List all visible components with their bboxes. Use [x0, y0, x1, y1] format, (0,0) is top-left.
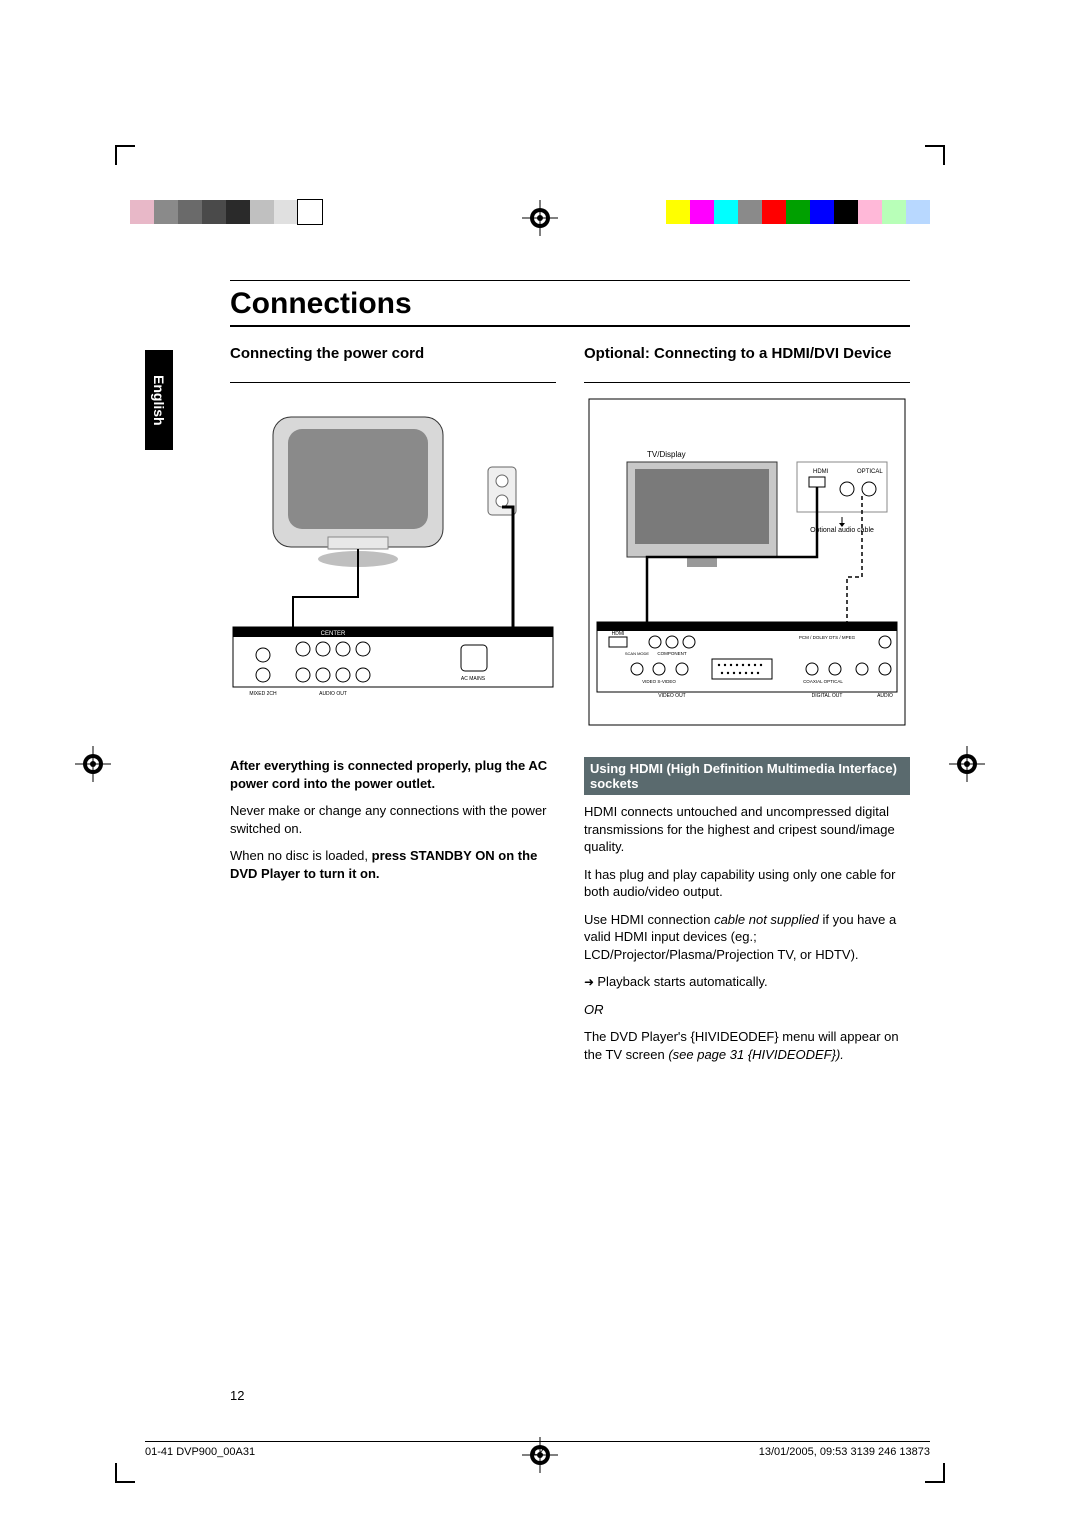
page-number: 12 — [230, 1388, 244, 1403]
figure-power-cord: CENTER AC MAINS AUDIO OUT MIXED 2CH — [230, 397, 556, 727]
svg-text:OPTICAL: OPTICAL — [857, 469, 883, 475]
label-ac-mains: AC MAINS — [461, 676, 486, 682]
footer-right: 13/01/2005, 09:53 3139 246 13873 — [759, 1446, 930, 1458]
right-subheading: Optional: Connecting to a HDMI/DVI Devic… — [584, 345, 910, 383]
hdmi-callout: Using HDMI (High Definition Multimedia I… — [584, 757, 910, 795]
registration-mark-left — [75, 746, 111, 782]
section-heading: Connections — [230, 280, 910, 327]
svg-text:COAXIAL OPTICAL: COAXIAL OPTICAL — [803, 679, 843, 684]
svg-text:DIGITAL OUT: DIGITAL OUT — [812, 693, 843, 699]
label-optional-audio: Optional audio cable — [810, 527, 874, 534]
registration-bar-left — [130, 200, 322, 224]
svg-text:AUDIO: AUDIO — [877, 693, 893, 699]
right-or: OR — [584, 1001, 910, 1019]
svg-text:PCM / DOLBY DTS / MPEG: PCM / DOLBY DTS / MPEG — [799, 635, 856, 640]
footer-left: 01-41 DVP900_00A31 — [145, 1446, 255, 1458]
registration-mark-top — [522, 200, 558, 236]
crop-mark-br — [925, 1463, 945, 1483]
right-p4: The DVD Player's {HIVIDEODEF} menu will … — [584, 1028, 910, 1063]
registration-bar-right — [666, 200, 930, 224]
left-column: Connecting the power cord — [230, 345, 556, 1074]
svg-text:HDMI: HDMI — [813, 469, 829, 475]
left-subheading: Connecting the power cord — [230, 345, 556, 383]
svg-text:COMPONENT: COMPONENT — [657, 651, 687, 656]
right-p2: It has plug and play capability using on… — [584, 866, 910, 901]
figure-hdmi: TV/Display HDMI OPTICAL Optional audio c… — [584, 397, 910, 727]
right-column: Optional: Connecting to a HDMI/DVI Devic… — [584, 345, 910, 1074]
svg-text:SCAN MODE: SCAN MODE — [625, 651, 650, 656]
page-content: Connections Connecting the power cord — [230, 280, 910, 1074]
left-p2: Never make or change any connections wit… — [230, 802, 556, 837]
left-p3: When no disc is loaded, press STANDBY ON… — [230, 847, 556, 882]
right-bullet: Playback starts automatically. — [584, 973, 910, 991]
footer: 01-41 DVP900_00A31 12 13/01/2005, 09:53 … — [145, 1441, 930, 1458]
footer-center: 12 — [531, 1446, 543, 1458]
crop-mark-tl — [115, 145, 135, 165]
svg-text:VIDEO OUT: VIDEO OUT — [658, 693, 686, 699]
svg-text:MIXED 2CH: MIXED 2CH — [249, 691, 277, 697]
left-p1: After everything is connected properly, … — [230, 757, 556, 792]
language-tab: English — [145, 350, 173, 450]
registration-mark-right — [949, 746, 985, 782]
crop-mark-bl — [115, 1463, 135, 1483]
right-p3: Use HDMI connection cable not supplied i… — [584, 911, 910, 964]
label-tv-display: TV/Display — [647, 450, 686, 459]
label-center: CENTER — [321, 631, 346, 637]
svg-text:VIDEO S-VIDEO: VIDEO S-VIDEO — [642, 679, 676, 684]
crop-mark-tr — [925, 145, 945, 165]
svg-text:HDMI: HDMI — [612, 631, 625, 637]
label-audio-out: AUDIO OUT — [319, 691, 347, 697]
right-p1: HDMI connects untouched and uncompressed… — [584, 803, 910, 856]
